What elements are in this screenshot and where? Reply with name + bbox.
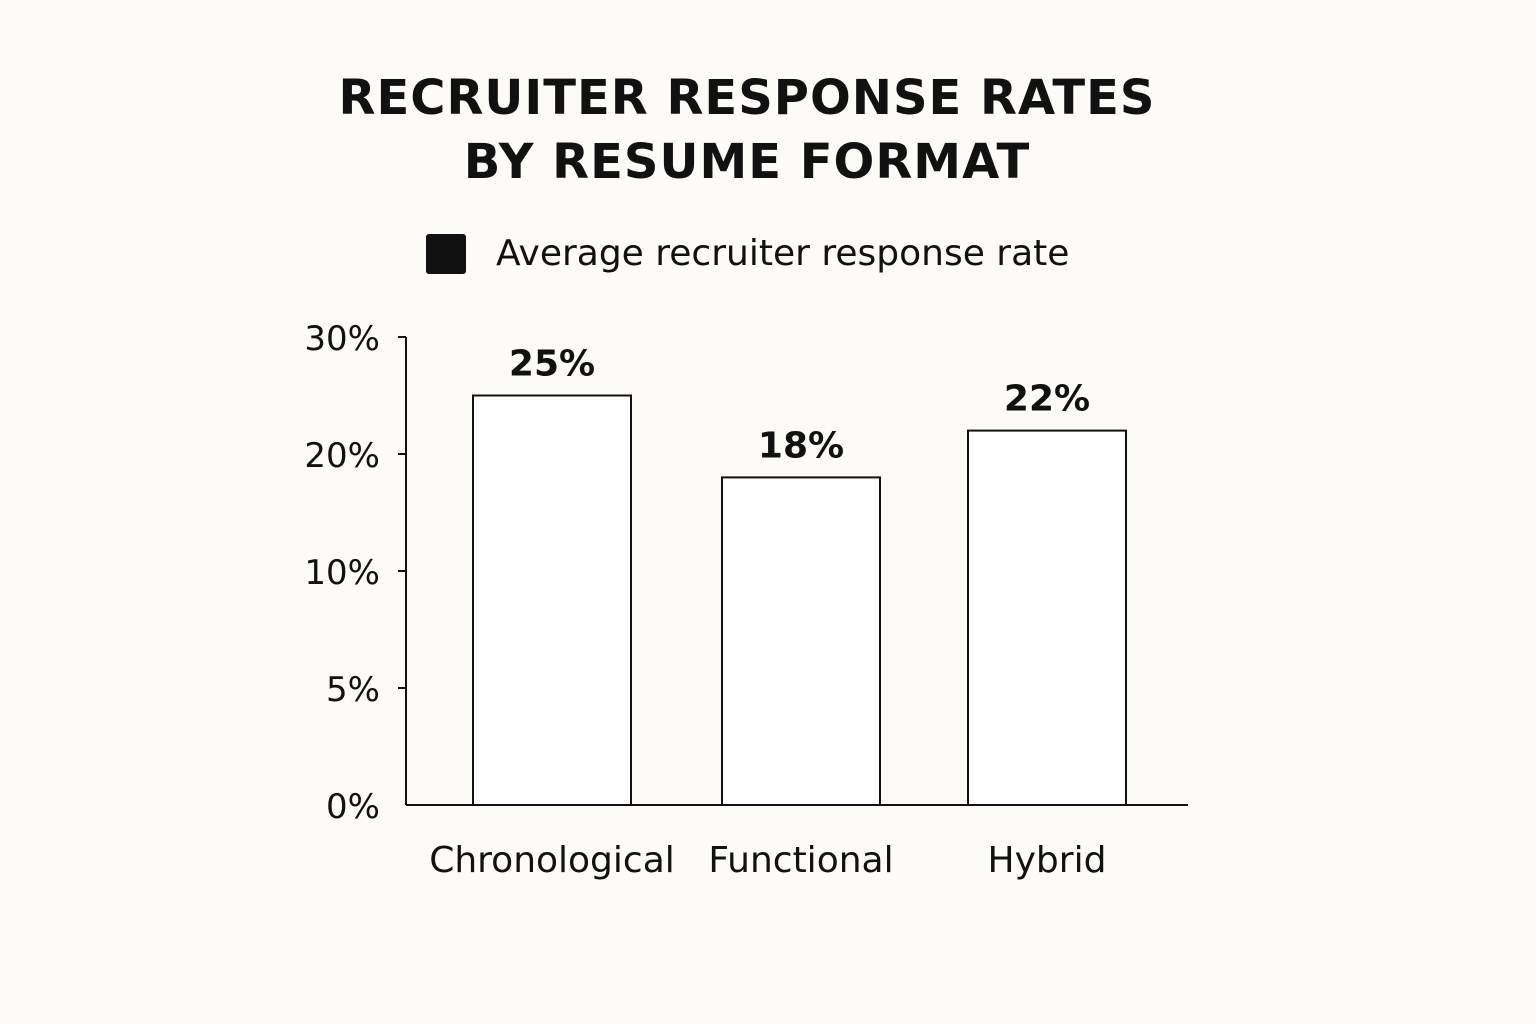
- y-tick-label: 20%: [304, 436, 380, 476]
- y-tick-label: 10%: [304, 553, 380, 593]
- x-category-label: Functional: [708, 840, 893, 881]
- bar-functional: [721, 476, 881, 806]
- x-axis: Chronological Functional Hybrid: [406, 804, 1188, 881]
- chart-title-line-2: BY RESUME FORMAT: [463, 134, 1031, 190]
- bar-hybrid: [967, 429, 1127, 806]
- x-category-label: Hybrid: [988, 840, 1107, 881]
- chart-title-line-1: RECRUITER RESPONSE RATES: [338, 70, 1156, 126]
- x-category-label: Chronological: [429, 840, 675, 881]
- y-axis: 0% 5% 10% 20% 30%: [304, 319, 407, 827]
- chart-title: RECRUITER RESPONSE RATES BY RESUME FORMA…: [0, 66, 1494, 194]
- chart-legend: Average recruiter response rate: [426, 232, 1069, 276]
- bar-chronological: [472, 394, 632, 806]
- bars: 25% 18% 22%: [472, 344, 1127, 806]
- legend-label: Average recruiter response rate: [496, 233, 1070, 274]
- legend-swatch: [426, 234, 466, 274]
- y-tick-label: 5%: [326, 670, 380, 710]
- bar-value-label: 22%: [1004, 379, 1090, 420]
- y-tick-label: 0%: [326, 787, 380, 827]
- bar-value-label: 18%: [758, 425, 844, 466]
- y-tick-label: 30%: [304, 319, 380, 359]
- bar-value-label: 25%: [509, 344, 595, 385]
